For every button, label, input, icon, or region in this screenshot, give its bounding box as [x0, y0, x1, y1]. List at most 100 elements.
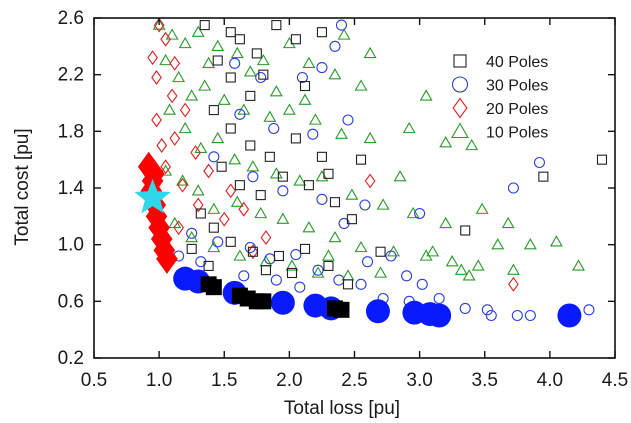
point-10-poles-72 — [393, 170, 407, 182]
point-30-poles-7 — [268, 122, 280, 135]
point-10-poles-22 — [335, 127, 348, 139]
point-20-poles-9 — [190, 145, 201, 161]
pareto-circle-10 — [557, 303, 582, 328]
point-30-poles-38 — [359, 199, 371, 211]
point-20-poles-18 — [238, 201, 250, 217]
point-30-poles-36 — [507, 182, 519, 194]
point-10-poles-64 — [374, 266, 387, 278]
legend-marker-40-poles — [453, 54, 467, 68]
point-40-poles-29 — [273, 250, 285, 262]
point-40-poles-41 — [323, 168, 334, 179]
point-30-poles-3 — [296, 71, 308, 84]
point-10-poles-62 — [311, 266, 325, 278]
point-30-poles-16 — [212, 236, 224, 248]
point-30-poles-35 — [533, 156, 546, 169]
point-10-poles-31 — [211, 131, 225, 144]
point-10-poles-3 — [191, 25, 205, 37]
point-10-poles-55 — [471, 259, 485, 271]
point-40-poles-12 — [208, 105, 219, 116]
legend-marker-10-poles — [451, 122, 469, 139]
point-20-poles-2 — [147, 50, 158, 66]
point-20-poles-1 — [160, 31, 171, 47]
point-10-poles-53 — [419, 249, 433, 261]
point-30-poles-32 — [485, 309, 497, 322]
point-40-poles-18 — [216, 161, 227, 172]
legend: 40 Poles 30 Poles 20 Poles 10 Poles — [451, 54, 548, 142]
point-20-poles-6 — [179, 102, 191, 118]
legend-label-40-poles: 40 Poles — [486, 54, 548, 71]
point-30-poles-41 — [481, 304, 493, 316]
point-40-poles-39 — [355, 154, 367, 165]
point-30-poles-27 — [294, 281, 306, 293]
point-30-poles-12 — [277, 185, 289, 197]
point-40-poles-11 — [299, 80, 311, 92]
point-30-poles-30 — [433, 292, 445, 305]
point-30-poles-6 — [234, 108, 246, 120]
point-30-poles-1 — [329, 40, 341, 52]
point-10-poles-8 — [302, 56, 316, 69]
point-10-poles-36 — [315, 170, 329, 182]
point-20-poles-20 — [508, 276, 519, 292]
point-10-poles-76 — [202, 56, 216, 69]
y-tick-label-3: 1.4 — [58, 178, 85, 199]
point-10-poles-33 — [246, 160, 260, 172]
point-10-poles-7 — [282, 36, 296, 49]
point-10-poles-75 — [501, 216, 515, 229]
point-10-poles-71 — [506, 263, 520, 275]
y-tick-label-1: 0.6 — [58, 291, 84, 312]
point-10-poles-29 — [178, 121, 192, 134]
point-30-poles-9 — [342, 114, 354, 126]
point-20-poles-12 — [177, 177, 188, 193]
point-10-poles-51 — [354, 240, 368, 253]
point-10-poles-46 — [230, 195, 244, 207]
point-40-poles-36 — [460, 225, 471, 236]
point-30-poles-34 — [524, 309, 536, 322]
point-10-poles-45 — [207, 202, 221, 214]
point-10-poles-78 — [269, 85, 283, 97]
point-10-poles-49 — [302, 221, 316, 233]
pareto-square-7 — [333, 301, 350, 318]
point-10-poles-59 — [233, 249, 247, 261]
point-10-poles-79 — [298, 93, 312, 105]
point-10-poles-69 — [549, 235, 563, 247]
point-40-poles-16 — [290, 133, 301, 144]
point-10-poles-28 — [163, 103, 176, 115]
point-40-poles-2 — [234, 34, 245, 45]
point-40-poles-25 — [195, 208, 206, 219]
point-20-poles-4 — [151, 70, 162, 85]
point-10-poles-4 — [211, 39, 225, 52]
point-40-poles-17 — [316, 151, 327, 162]
point-20-poles-19 — [364, 173, 376, 189]
point-10-poles-10 — [354, 79, 368, 91]
point-30-poles-28 — [361, 256, 374, 268]
point-40-poles-20 — [255, 190, 266, 201]
point-10-poles-16 — [198, 79, 212, 91]
point-40-poles-27 — [225, 236, 236, 247]
point-30-poles-42 — [583, 304, 595, 316]
point-10-poles-23 — [363, 131, 377, 144]
point-30-poles-39 — [385, 250, 397, 262]
point-20-poles-15 — [218, 211, 230, 227]
point-10-poles-40 — [439, 216, 453, 229]
point-30-poles-37 — [414, 207, 426, 220]
point-40-poles-37 — [538, 171, 549, 182]
point-10-poles-15 — [185, 89, 199, 101]
point-30-poles-8 — [307, 128, 319, 140]
y-axis-title-group: Total cost [pu] — [12, 128, 33, 245]
point-20-poles-13 — [225, 183, 237, 199]
point-20-poles-8 — [169, 130, 181, 146]
point-10-poles-26 — [439, 136, 453, 148]
plot-marks — [134, 17, 608, 328]
point-30-poles-31 — [459, 302, 471, 314]
point-30-poles-15 — [186, 227, 198, 239]
point-40-poles-33 — [286, 267, 298, 279]
legend-marker-20-poles — [452, 97, 468, 119]
point-40-poles-19 — [234, 180, 245, 191]
x-tick-label-1: 1.0 — [146, 370, 172, 391]
point-10-poles-14 — [172, 70, 186, 83]
point-10-poles-38 — [376, 198, 390, 210]
point-20-poles-3 — [169, 55, 181, 71]
y-tick-label-0: 0.2 — [58, 348, 84, 369]
point-10-poles-70 — [572, 259, 585, 271]
point-40-poles-40 — [375, 246, 386, 257]
